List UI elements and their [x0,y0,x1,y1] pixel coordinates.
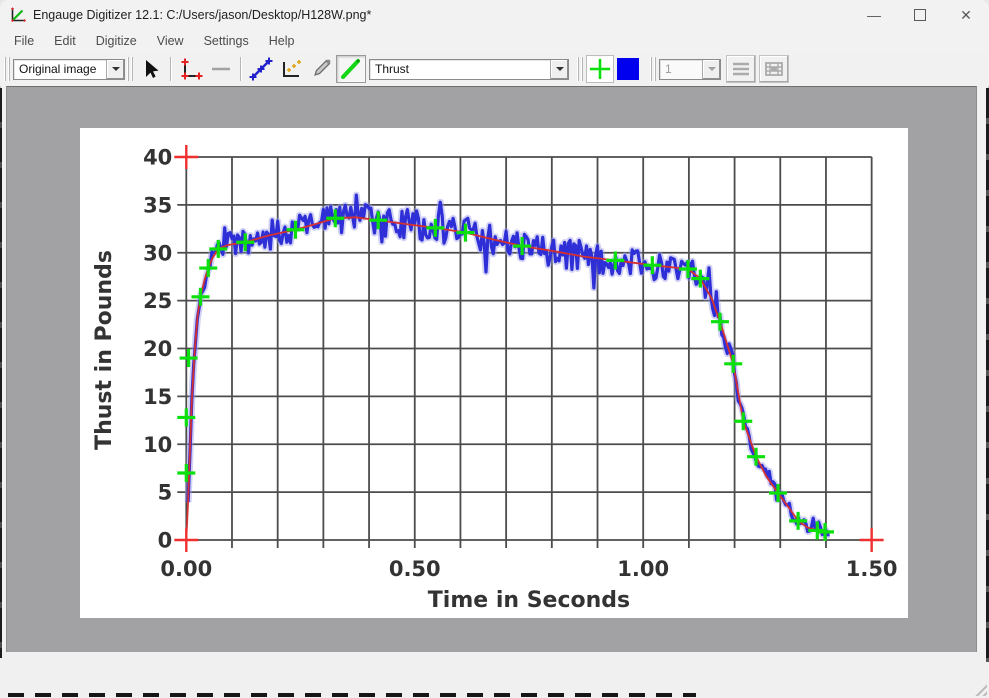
line-color-swatch [617,58,639,80]
title-bar: Engauge Digitizer 12.1: C:/Users/jason/D… [0,0,989,30]
views-combo-disabled: 1 [659,58,721,80]
segment-fill-tool-icon [340,58,361,80]
svg-text:10: 10 [143,433,172,457]
select-tool-icon [146,60,159,78]
resize-grip[interactable] [972,681,987,696]
axis-point-tool-icon [181,58,203,80]
menu-view[interactable]: View [156,34,184,48]
color-picker-icon [314,59,331,76]
svg-text:15: 15 [143,385,172,409]
background-window-sliver [986,88,989,662]
chevron-down-icon [702,59,720,79]
point-match-tool-icon [283,60,301,77]
line-color-button[interactable] [614,55,642,83]
status-bar: 1:1 Resolution (graph): [0,652,989,698]
toolbar-separator [170,57,172,81]
background-window-sliver [0,88,2,658]
toolbar: Original image [0,52,989,86]
svg-text:0.50: 0.50 [389,557,441,581]
menu-edit[interactable]: Edit [54,34,76,48]
point-style-cross-icon [590,59,610,79]
maximize-button[interactable] [897,0,943,30]
scale-bar-tool-icon [212,67,230,71]
maximize-icon [914,9,926,21]
svg-text:1.00: 1.00 [617,557,669,581]
svg-text:40: 40 [143,146,172,170]
toolbar-drag-handle[interactable] [127,57,134,81]
background-selector-value: Original image [19,62,97,76]
curve-point-tool-button[interactable] [246,55,276,83]
svg-text:Thust in Pounds: Thust in Pounds [92,250,117,450]
grid-display-button [759,55,789,83]
imported-graph-image[interactable]: 0 5 10 15 20 25 30 35 40 0.00 0.50 1.00 1.50 Time in … [80,128,908,618]
checklist-guide-button [726,55,756,83]
chevron-down-icon[interactable] [106,59,124,79]
svg-text:25: 25 [143,289,172,313]
chevron-down-icon[interactable] [550,59,568,79]
svg-text:5: 5 [158,481,173,505]
svg-text:20: 20 [143,337,172,361]
select-tool-button[interactable] [136,55,166,83]
curve-selector-value: Thrust [375,62,410,76]
background-window-sliver [8,693,696,697]
svg-text:0.00: 0.00 [160,557,212,581]
close-button[interactable]: ✕ [960,6,972,23]
scale-bar-tool-button[interactable] [206,55,236,83]
grid-display-icon [765,62,783,76]
svg-text:Time in Seconds: Time in Seconds [428,588,630,613]
toolbar-drag-handle[interactable] [650,57,657,81]
graph-canvas[interactable]: 0 5 10 15 20 25 30 35 40 0.00 0.50 1.00 1.50 Time in … [6,86,977,652]
toolbar-drag-handle[interactable] [4,57,11,81]
curve-point-tool-icon [249,57,273,81]
menu-bar: File Edit Digitize View Settings Help [0,30,989,52]
segment-fill-tool-button[interactable] [336,55,366,83]
svg-text:35: 35 [143,193,172,217]
menu-digitize[interactable]: Digitize [95,34,137,48]
window-title: Engauge Digitizer 12.1: C:/Users/jason/D… [33,8,372,22]
svg-text:30: 30 [143,241,172,265]
color-picker-tool-button[interactable] [306,55,336,83]
point-style-button[interactable] [586,55,614,83]
menu-file[interactable]: File [14,34,35,48]
svg-text:0: 0 [158,529,173,553]
curve-selector-combo[interactable]: Thrust [369,58,569,80]
app-icon [11,7,26,22]
axis-point-tool-button[interactable] [176,55,206,83]
menu-settings[interactable]: Settings [203,34,249,48]
views-combo-value: 1 [665,62,672,76]
toolbar-drag-handle[interactable] [577,57,584,81]
menu-help[interactable]: Help [268,34,295,48]
point-match-tool-button[interactable] [276,55,306,83]
digitizer-chart[interactable]: 0 5 10 15 20 25 30 35 40 0.00 0.50 1.00 1.50 Time in … [80,128,908,618]
background-selector-combo[interactable]: Original image [13,58,125,80]
checklist-guide-icon [733,62,749,76]
minimize-button[interactable]: — [867,7,881,23]
svg-text:1.50: 1.50 [846,557,898,581]
toolbar-separator [240,57,242,81]
